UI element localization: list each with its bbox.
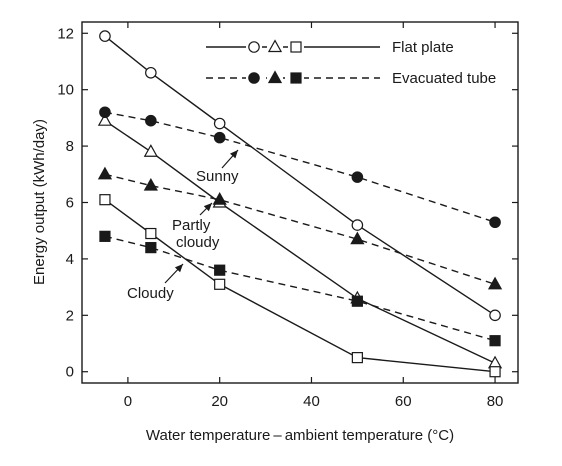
annotation-arrow-sunny-head [229, 150, 238, 159]
data-point-evacuated-tube-cloudy [214, 264, 226, 276]
y-tick-label: 6 [66, 195, 74, 212]
annotation-cloudy: cloudy [176, 234, 220, 251]
series-line-evacuated-tube-sunny [104, 111, 496, 223]
y-tick-label: 4 [66, 251, 74, 268]
data-point-evacuated-tube-sunny [351, 171, 364, 183]
data-point-flat-plate-partly-cloudy [487, 355, 503, 369]
data-point-evacuated-tube-sunny [213, 131, 226, 144]
axis-tick-labels: 0 20 40 60 80 0 2 4 6 8 10 12 [57, 25, 503, 410]
series-line-evacuated-tube-partly-cloudy [104, 173, 496, 285]
x-tick-label: 20 [211, 393, 228, 410]
legend-marker [290, 41, 302, 53]
data-point-flat-plate-cloudy [99, 194, 111, 206]
legend-marker [248, 41, 260, 53]
x-tick-label: 0 [124, 393, 132, 410]
x-axis-title: Water temperature – ambient temperature … [146, 427, 454, 444]
data-point-flat-plate-partly-cloudy [97, 113, 113, 126]
annotations: Sunny Partly cloudy Cloudy [127, 149, 239, 302]
legend-entry-flat-plate [206, 39, 380, 55]
annotation-partly: Partly [172, 217, 211, 234]
legend-marker [267, 70, 283, 84]
annotation-sunny: Sunny [196, 168, 239, 185]
legend-marker [290, 72, 302, 84]
x-tick-label: 80 [487, 393, 504, 410]
legend-marker [248, 72, 260, 84]
y-tick-label: 8 [66, 138, 74, 155]
data-point-evacuated-tube-partly-cloudy [350, 231, 365, 245]
data-point-evacuated-tube-cloudy [99, 230, 111, 242]
data-point-flat-plate-sunny [213, 117, 226, 130]
data-point-flat-plate-cloudy [145, 227, 157, 240]
data-point-flat-plate-sunny [99, 30, 111, 42]
data-point-evacuated-tube-sunny [489, 216, 501, 229]
data-point-evacuated-tube-sunny [145, 114, 157, 127]
legend-label-evacuated-tube: Evacuated tube [392, 70, 496, 87]
data-point-evacuated-tube-partly-cloudy [97, 166, 113, 180]
legend: Flat plate Evacuated tube [206, 39, 496, 87]
data-point-evacuated-tube-partly-cloudy [143, 177, 158, 191]
data-point-evacuated-tube-partly-cloudy [212, 192, 227, 205]
axis-ticks [82, 22, 518, 383]
data-point-flat-plate-cloudy [489, 366, 501, 378]
y-axis-title: Energy output (kWh/day) [31, 119, 48, 285]
data-point-evacuated-tube-cloudy [145, 242, 157, 254]
data-point-evacuated-tube-cloudy [351, 295, 363, 307]
legend-marker [267, 39, 283, 53]
x-tick-label: 60 [395, 393, 412, 410]
data-point-flat-plate-sunny [489, 309, 501, 322]
legend-label-flat-plate: Flat plate [392, 39, 454, 56]
data-point-evacuated-tube-partly-cloudy [487, 276, 503, 290]
x-tick-label: 40 [303, 393, 320, 410]
data-point-evacuated-tube-cloudy [489, 335, 501, 347]
series-markers [97, 30, 503, 378]
annotation-arrow-cloudy-head [174, 264, 183, 273]
annotation-cloudy-low: Cloudy [127, 285, 174, 302]
data-point-flat-plate-cloudy [351, 352, 363, 364]
annotation-arrows [164, 149, 239, 284]
annotation-arrow-partly-cloudy-head [203, 203, 212, 212]
data-point-flat-plate-partly-cloudy [143, 144, 158, 157]
data-point-flat-plate-sunny [351, 219, 364, 231]
y-tick-label: 12 [57, 25, 74, 42]
data-point-flat-plate-sunny [145, 66, 157, 79]
y-tick-label: 10 [57, 82, 74, 99]
data-point-evacuated-tube-sunny [99, 106, 111, 119]
y-tick-label: 0 [66, 364, 74, 381]
legend-entry-evacuated-tube [206, 70, 380, 86]
y-tick-label: 2 [66, 307, 74, 324]
data-point-flat-plate-cloudy [214, 278, 226, 290]
